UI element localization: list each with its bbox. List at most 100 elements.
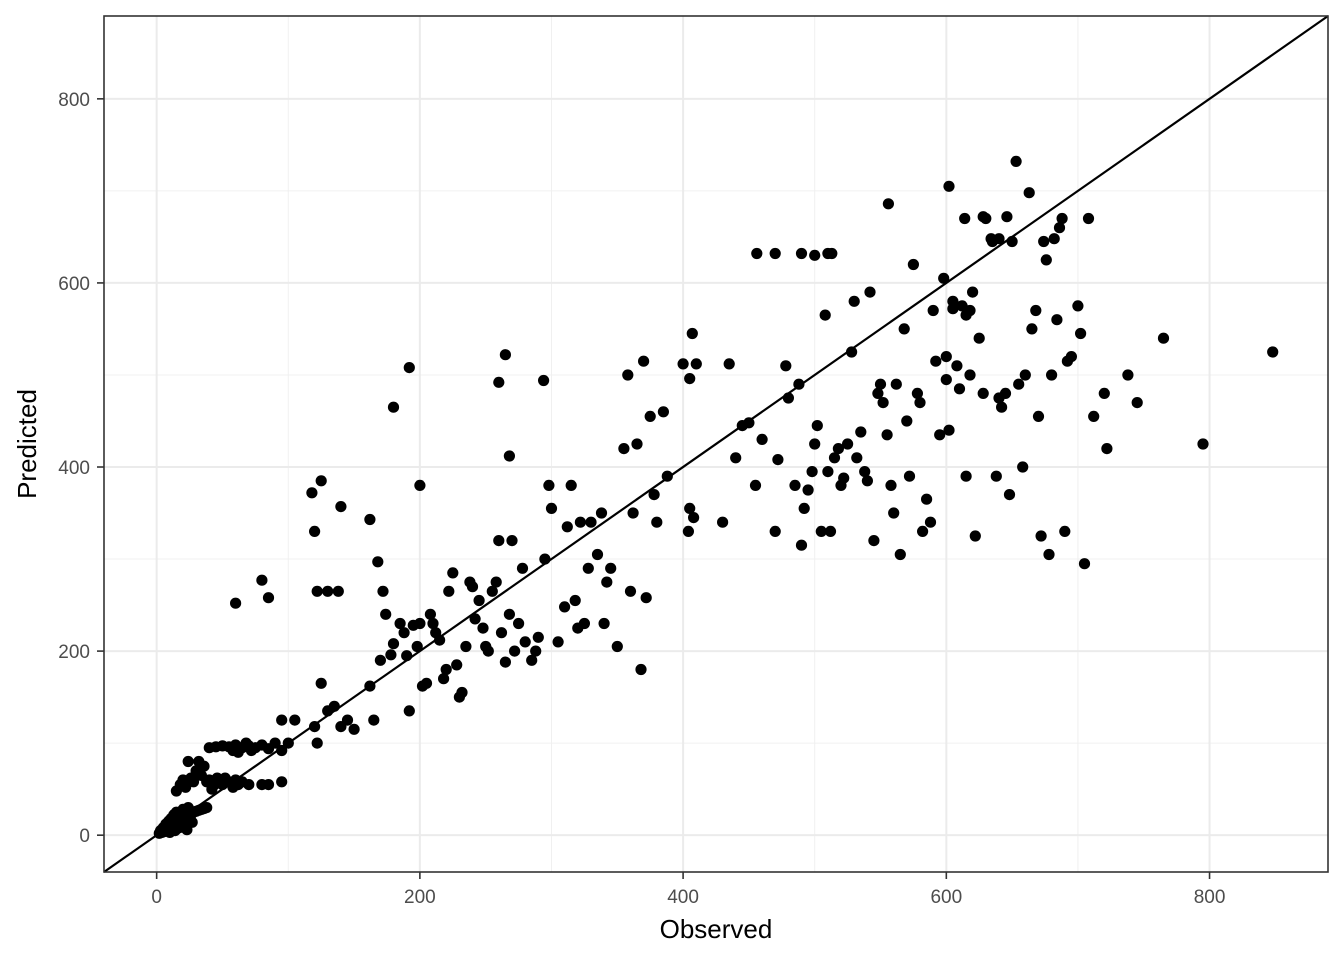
data-point xyxy=(574,516,587,528)
data-point xyxy=(499,349,511,361)
data-point xyxy=(848,295,860,307)
data-point xyxy=(1082,212,1095,225)
data-point xyxy=(751,247,763,260)
data-point xyxy=(380,608,392,620)
data-point xyxy=(508,645,521,657)
y-tick-label: 400 xyxy=(58,458,90,479)
data-point xyxy=(530,645,542,657)
data-point xyxy=(434,634,446,646)
data-point xyxy=(538,374,550,387)
data-point xyxy=(543,479,555,491)
data-point xyxy=(940,351,952,363)
data-point xyxy=(640,592,652,604)
data-point xyxy=(364,680,376,692)
data-point xyxy=(930,355,942,367)
data-point xyxy=(506,535,518,547)
data-point xyxy=(201,802,213,814)
data-points xyxy=(153,155,1279,839)
data-point xyxy=(996,401,1008,413)
data-point xyxy=(486,585,498,597)
data-point xyxy=(618,443,630,455)
data-point xyxy=(414,479,426,491)
data-point xyxy=(885,479,897,491)
data-point xyxy=(960,470,972,482)
data-point xyxy=(598,617,610,630)
data-point xyxy=(811,420,823,432)
data-point xyxy=(1046,369,1058,381)
data-point xyxy=(398,627,410,639)
data-point xyxy=(262,592,275,604)
data-point xyxy=(684,373,696,385)
data-point xyxy=(934,429,946,441)
data-point xyxy=(882,198,895,210)
data-point xyxy=(1051,314,1063,326)
data-point xyxy=(182,755,194,768)
data-point xyxy=(624,585,637,597)
data-point xyxy=(1048,233,1060,245)
data-point xyxy=(282,737,294,749)
data-point xyxy=(469,613,481,625)
data-point xyxy=(969,530,981,542)
identity-line-group xyxy=(103,15,1329,873)
data-point xyxy=(513,617,525,630)
data-point xyxy=(289,714,301,726)
data-point xyxy=(1122,369,1134,381)
data-point xyxy=(990,470,1002,482)
data-point xyxy=(186,816,198,828)
data-point xyxy=(198,760,210,772)
data-point xyxy=(605,562,617,574)
data-point xyxy=(977,387,989,399)
data-point xyxy=(315,475,327,487)
data-point xyxy=(394,617,406,630)
data-point xyxy=(311,737,323,749)
data-point xyxy=(466,581,479,593)
data-point xyxy=(743,417,755,429)
data-point xyxy=(565,479,577,491)
x-axis-ticks: 0 200 400 600 800 xyxy=(151,872,1225,908)
data-point xyxy=(403,705,415,717)
data-point xyxy=(539,553,551,565)
data-point xyxy=(1001,211,1013,223)
data-point xyxy=(364,513,376,526)
data-point xyxy=(447,567,459,579)
data-point xyxy=(686,327,698,340)
data-point xyxy=(861,475,874,487)
data-point xyxy=(180,781,192,793)
data-point xyxy=(682,525,695,538)
data-point xyxy=(503,450,515,462)
data-point xyxy=(1026,323,1038,335)
data-point xyxy=(1267,346,1279,358)
data-point xyxy=(374,654,386,666)
data-point xyxy=(648,489,660,501)
data-point xyxy=(1101,443,1113,455)
data-point xyxy=(591,548,604,561)
x-tick-label: 800 xyxy=(1194,887,1226,908)
data-point xyxy=(552,636,564,648)
data-point xyxy=(959,212,971,225)
data-point xyxy=(561,521,573,533)
data-point xyxy=(348,723,360,735)
data-point xyxy=(1019,369,1031,381)
data-point xyxy=(953,383,966,395)
data-point xyxy=(1003,489,1016,501)
data-point xyxy=(769,247,781,260)
data-point xyxy=(1059,525,1071,538)
data-point xyxy=(230,597,242,609)
major-gridlines xyxy=(104,16,1328,872)
data-point xyxy=(456,686,468,699)
data-point xyxy=(1010,155,1022,167)
data-point xyxy=(335,501,347,513)
data-point xyxy=(401,650,413,662)
data-point xyxy=(372,556,384,568)
data-point xyxy=(894,548,906,561)
data-point xyxy=(387,401,400,413)
data-point xyxy=(328,700,340,712)
data-point xyxy=(822,466,834,478)
data-point xyxy=(1131,397,1143,409)
data-point xyxy=(684,502,696,514)
data-point xyxy=(780,360,792,372)
data-point xyxy=(569,594,581,607)
y-axis-ticks: 0 200 400 600 800 xyxy=(58,90,104,847)
data-point xyxy=(635,663,647,676)
